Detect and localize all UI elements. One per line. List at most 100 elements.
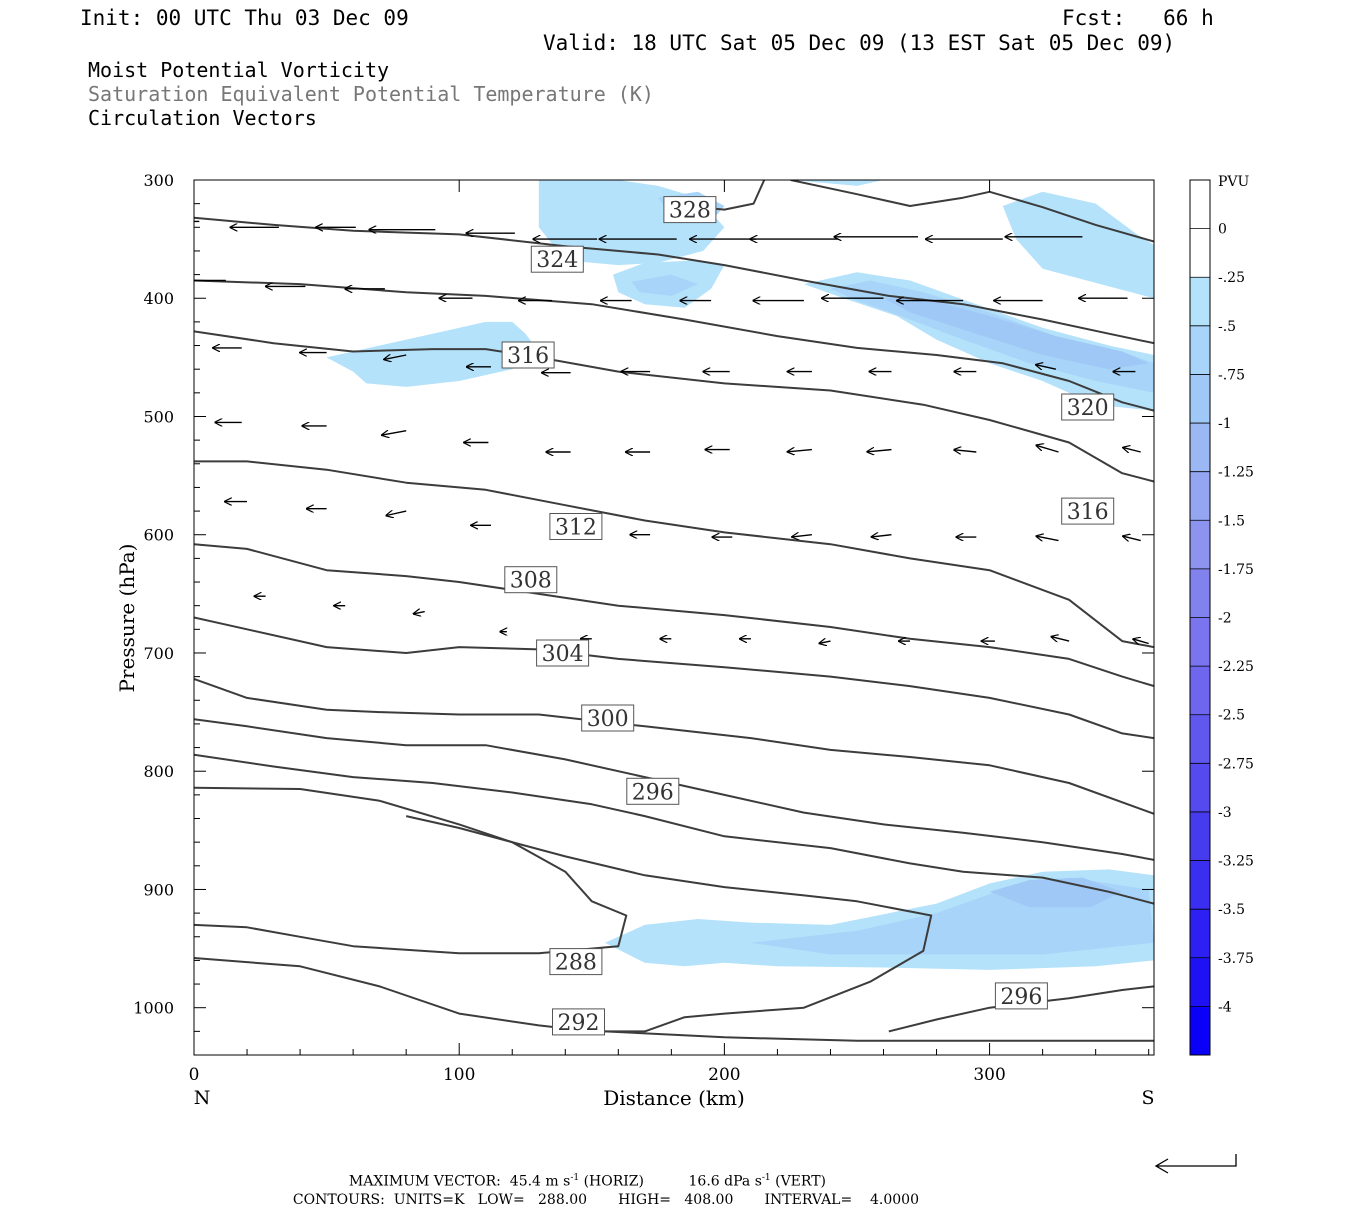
contour-label-box [549,513,603,540]
contour-line-304 [194,678,1154,815]
contour-label-box [1061,393,1115,421]
max-vector-label: MAXIMUM VECTOR: [348,1173,501,1190]
circulation-vector [1123,448,1141,452]
colorbar-swatch [1190,811,1210,862]
contour-line-308 [194,616,1154,740]
contour-label-text: 308 [510,569,552,594]
contour-label-box [549,948,603,976]
circulation-vector [1037,445,1059,453]
axes: 300 400 500 600 700 800 900 1000 0 100 200 300 [133,171,1154,1085]
colorbar-swatch [1190,957,1210,1007]
init-time: Init: 00 UTC Thu 03 Dec 09 [80,6,409,30]
contour-units: UNITS=K [393,1192,465,1208]
circulation-vector [867,450,892,452]
theta-es-contours [194,180,1154,1042]
colorbar-label: -3.5 [1218,902,1245,918]
footer-max-vector: MAXIMUM VECTOR: 45.4 m s-1 (HORIZ) 16.6 … [340,1157,826,1190]
contour-label: 320 [1061,393,1115,421]
forecast-hour: Fcst: 66 h [1062,6,1214,30]
plot-frame [193,179,1155,1056]
contour-label: 316 [501,341,555,369]
colorbar-unit: PVU [1218,174,1250,190]
horiz-exponent: -1 [570,1173,580,1183]
contour-label: 316 [1061,497,1115,525]
contour-label-box [530,245,584,273]
contour-label: 304 [536,639,590,667]
footer-contours: CONTOURS: UNITS=K LOW= 288.00 HIGH= 408.… [284,1176,919,1208]
reference-vector-arrow [1154,1154,1237,1174]
contour-label-box [581,704,635,732]
x-tick-label: 0 [189,1065,200,1085]
contour-label: 328 [663,196,717,224]
contour-line-312 [194,543,1154,688]
colorbar-swatch [1190,617,1210,667]
colorbar-label: -1 [1218,416,1232,432]
contour-line-292 [194,815,933,1033]
colorbar-label: -2.25 [1218,659,1254,675]
x-axis-label: Distance (km) [603,1086,745,1110]
colorbar-swatch [1190,180,1210,230]
contour-label-box [501,341,555,369]
x-tick-label: 200 [708,1065,740,1085]
y-axis-label: Pressure (hPa) [115,544,139,693]
circulation-vector [382,431,407,435]
y-tick-label: 300 [143,171,174,190]
contour-label: 292 [552,1008,605,1036]
colorbar-label: -2.75 [1218,756,1254,772]
circulation-vector [1133,639,1149,643]
contour-label-text: 292 [558,1011,600,1036]
y-tick-label: 900 [143,880,174,899]
x-end-label-north: N [194,1087,211,1109]
circulation-vector [384,355,407,359]
cross-section-chart: 328324316320316312308304300296288292296 … [115,171,1254,1110]
contour-label-box [994,982,1048,1010]
circulation-vector [872,535,892,537]
contour-line-288 [604,1030,1154,1042]
pv-region [326,321,539,387]
contour-label-text: 288 [555,951,597,976]
contour-label-box [626,777,680,805]
contour-interval: INTERVAL= 4.0000 [764,1192,919,1208]
contour-label: 296 [626,777,680,805]
contour-label-text: 296 [1000,985,1042,1010]
contour-label: 312 [549,513,603,541]
contour-labels: 328 324 316 320 316 312 308 304 300 296 288 292 296 [501,196,1115,1036]
pv-region [883,298,1149,370]
y-tick-label: 700 [143,644,174,663]
valid-time: Valid: 18 UTC Sat 05 Dec 09 (13 EST Sat … [543,31,1176,55]
contour-label-text: 316 [1067,500,1109,525]
colorbar-label: -3.25 [1218,854,1254,870]
circulation-vector [1052,637,1070,641]
colorbar-swatch [1190,909,1210,959]
contour-line-320 [194,330,1154,483]
colorbar-label: -4 [1218,999,1232,1015]
contour-label: 324 [530,245,584,273]
x-end-label-south: S [1141,1087,1154,1109]
horiz-tag: (HORIZ) [583,1173,644,1190]
contour-line-296 [194,753,1154,905]
circulation-vector [1036,365,1057,369]
colorbar-swatch [1190,1006,1210,1056]
colorbar-swatch [1190,374,1210,424]
circulation-vector [1037,536,1059,540]
colorbar-swatch [1190,520,1210,570]
circulation-vector [386,511,407,515]
circulation-vector [414,612,425,614]
title-pv: Moist Potential Vorticity [88,58,390,82]
circulation-vector [792,535,812,537]
contour-line-316 [194,460,1154,649]
colorbar-label: -2.5 [1218,708,1245,724]
contour-line-324 [194,279,1154,412]
contour-line-292 [194,786,628,955]
colorbar-swatch [1190,325,1210,375]
pv-region [790,180,884,186]
colorbar-label: -1.25 [1218,465,1254,481]
colorbar-swatch [1190,277,1210,327]
pv-shading [326,180,1154,970]
pv-region [1002,191,1154,299]
colorbar-swatch [1190,568,1210,618]
contour-label-box [552,1008,605,1036]
contour-label: 308 [504,566,558,594]
circulation-vector [1123,536,1141,540]
max-vert-value: 16.6 [688,1173,720,1190]
